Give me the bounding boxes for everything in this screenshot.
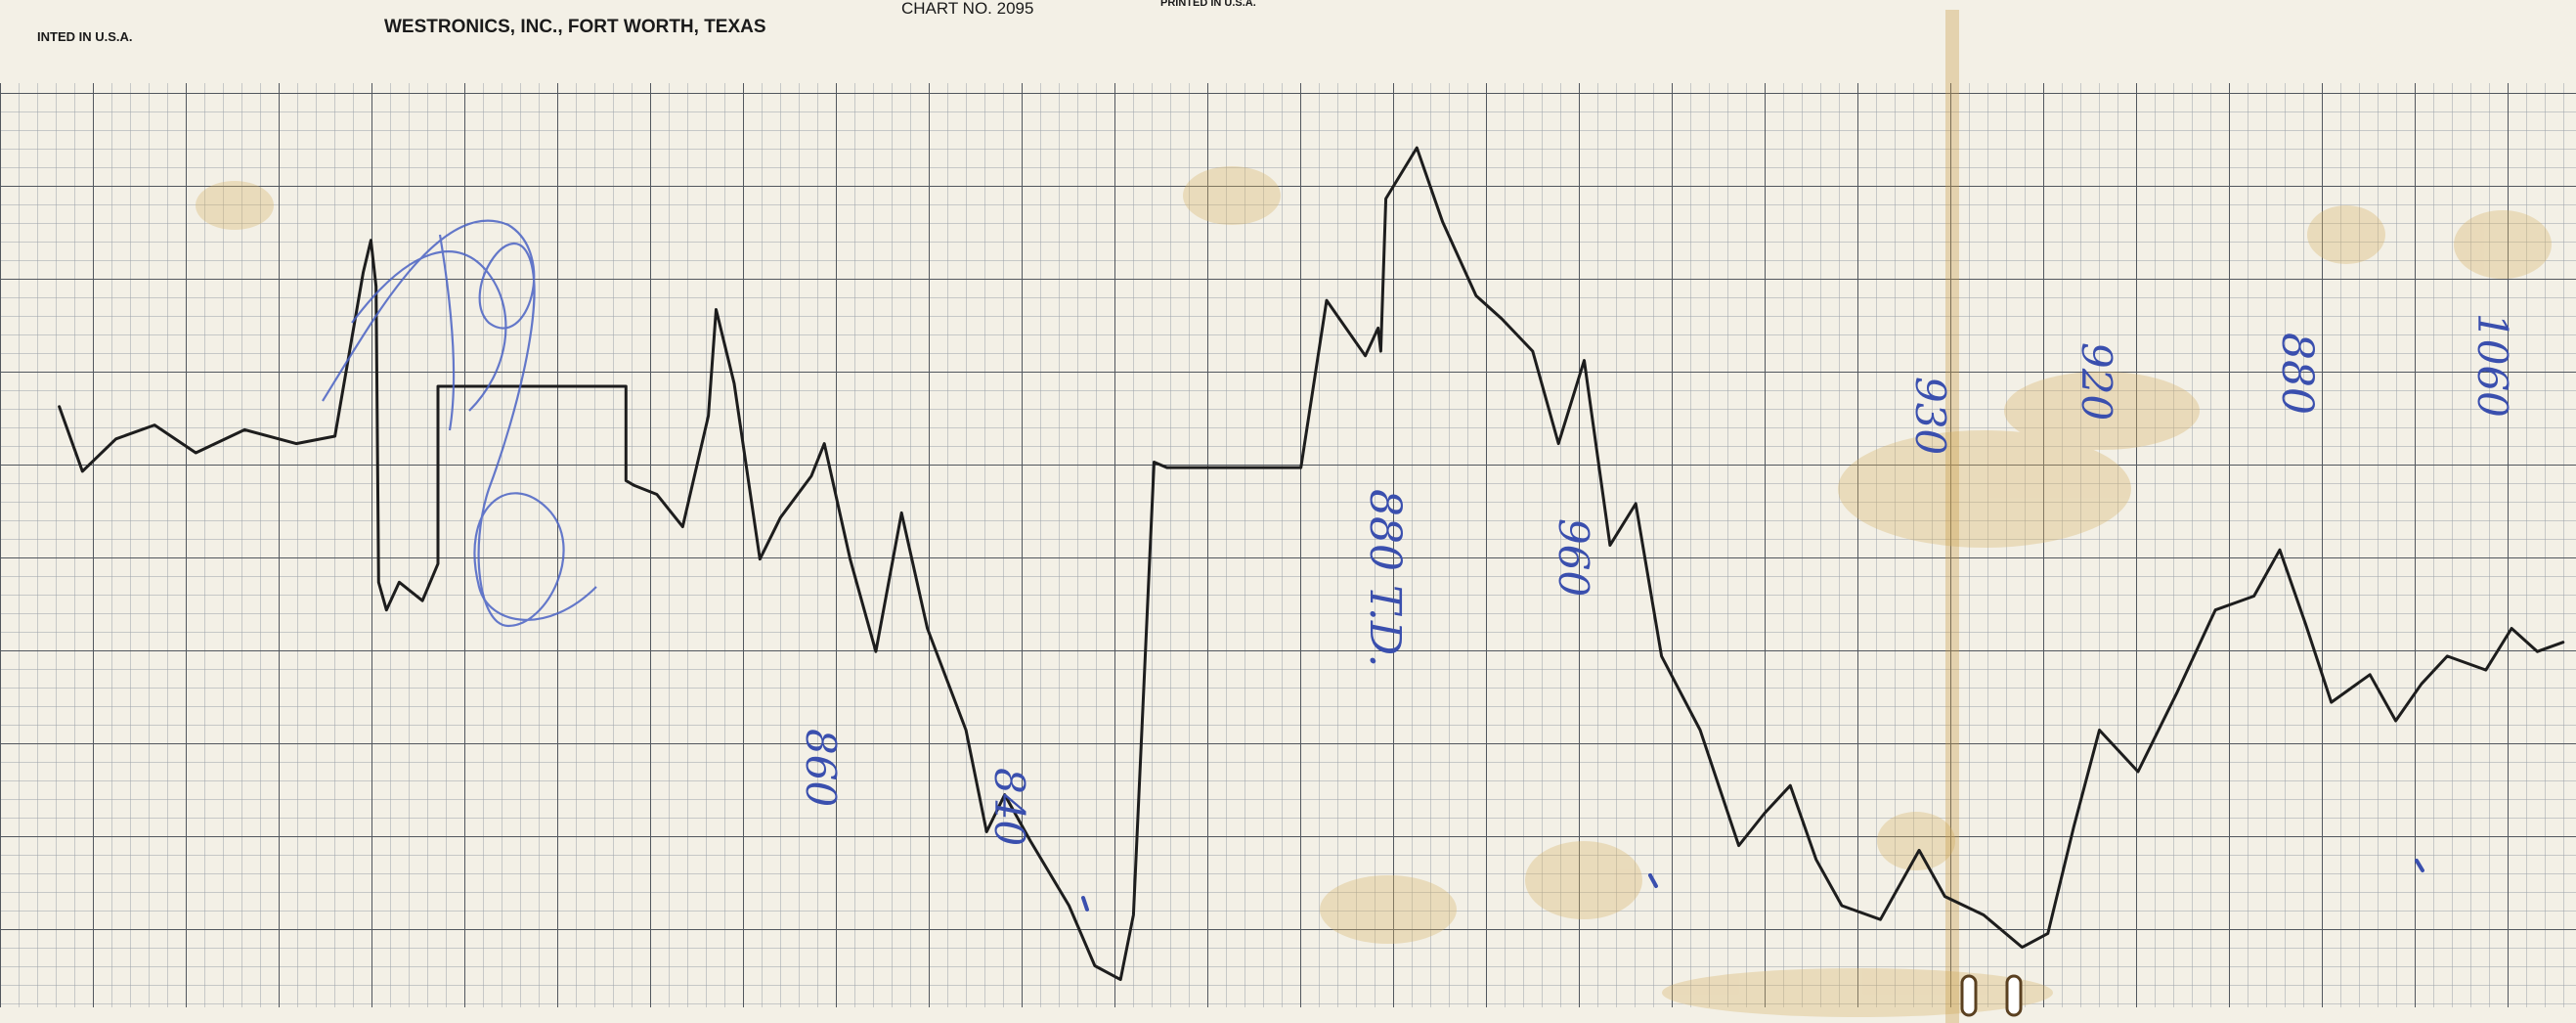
- stain: [1662, 968, 2053, 1017]
- chart-header: INTED IN U.S.A. WESTRONICS, INC., FORT W…: [37, 0, 1256, 44]
- ink-marks: [1081, 859, 2424, 912]
- note-880-td: 880 T.D.: [1360, 489, 1410, 668]
- ink-dash: [1648, 873, 1658, 888]
- note-840: 840: [985, 768, 1033, 846]
- scribble-stroke: [322, 219, 597, 628]
- stain: [196, 181, 274, 230]
- note-960: 960: [1550, 518, 1597, 597]
- stain: [2004, 372, 2200, 450]
- note-880: 880: [2272, 333, 2322, 415]
- scribble-stroke: [351, 250, 507, 412]
- note-860: 860: [797, 729, 845, 807]
- paper-stains: [196, 166, 2552, 1017]
- note-920: 920: [2073, 342, 2120, 421]
- printed-in-usa-left: INTED IN U.S.A.: [37, 29, 133, 44]
- ink-dash: [2415, 859, 2424, 872]
- major-grid: [0, 83, 2576, 1007]
- stain: [1525, 841, 1642, 919]
- stain: [1838, 430, 2131, 548]
- handwritten-notes: 860 840 880 T.D. 960 930 920 880 1060: [797, 313, 2516, 846]
- stain: [2454, 210, 2552, 279]
- sprocket-hole: [1960, 974, 1978, 1017]
- company-name: WESTRONICS, INC., FORT WORTH, TEXAS: [384, 17, 766, 37]
- note-1060: 1060: [2468, 313, 2516, 418]
- stain: [1183, 166, 1281, 225]
- note-930: 930: [1906, 377, 1954, 455]
- trace-layer: [58, 146, 2565, 982]
- printed-in-usa-right: PRINTED IN U.S.A.: [1160, 0, 1256, 9]
- sprocket-hole: [2005, 974, 2023, 1017]
- ink-dash: [1081, 896, 1089, 912]
- fold-crease: [1945, 10, 1959, 1023]
- stain: [2307, 205, 2385, 264]
- chart-number: CHART NO. 2095: [901, 0, 1033, 18]
- sprocket-holes: [1960, 974, 2023, 1017]
- ink-scribble: [322, 219, 597, 628]
- grid-area: [0, 83, 2576, 1007]
- scribble-stroke: [438, 234, 456, 431]
- data-trace-line: [58, 146, 2565, 982]
- stain: [1320, 875, 1457, 944]
- stain: [1877, 812, 1955, 870]
